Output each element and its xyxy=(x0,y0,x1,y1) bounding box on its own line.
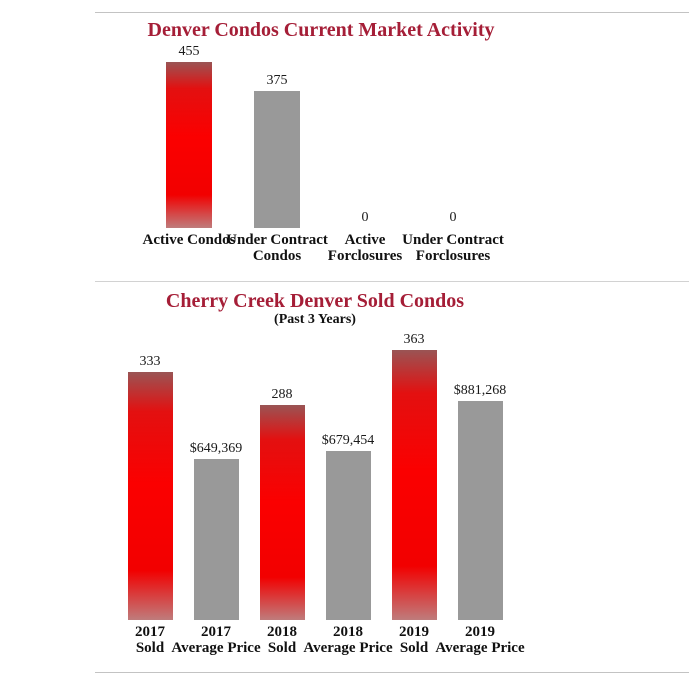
bar-category-label: Active Forclosures xyxy=(327,232,403,264)
bar-plot-area: 288 xyxy=(259,330,305,620)
bar-column: 0 Active Forclosures xyxy=(321,46,409,264)
top-divider xyxy=(95,12,689,13)
market-activity-chart: Denver Condos Current Market Activity 45… xyxy=(143,18,504,264)
bar-column: 0 Under Contract Forclosures xyxy=(402,46,504,264)
bar-column: 288 2018 Sold xyxy=(249,330,315,656)
gray-bar xyxy=(193,459,239,620)
bar-plot-area: 0 xyxy=(430,46,476,228)
bar-column: $679,454 2018 Average Price xyxy=(303,330,392,656)
market-activity-title: Denver Condos Current Market Activity xyxy=(147,19,495,41)
bar-plot-area: 0 xyxy=(342,46,388,228)
bar-category-label: 2019 Sold xyxy=(399,624,429,656)
bar-plot-area: $649,369 xyxy=(189,330,243,620)
bar-column: $881,268 2019 Average Price xyxy=(435,330,524,656)
bar-column: 333 2017 Sold xyxy=(117,330,183,656)
bar-column: $649,369 2017 Average Price xyxy=(171,330,260,656)
bar-value-label: 455 xyxy=(178,44,200,59)
bar-column: 455 Active Condos xyxy=(143,44,236,264)
section-divider xyxy=(95,281,689,282)
bar-column: 363 2019 Sold xyxy=(381,330,447,656)
red-bar xyxy=(127,372,173,620)
bar-value-label: 333 xyxy=(139,354,161,369)
bar-plot-area: $679,454 xyxy=(321,330,375,620)
bar-value-label: 0 xyxy=(361,210,369,225)
sold-condos-subtitle: (Past 3 Years) xyxy=(274,312,356,327)
bar-plot-area: 363 xyxy=(391,330,437,620)
bar-plot-area: 333 xyxy=(127,330,173,620)
bottom-divider xyxy=(95,672,689,673)
bar-plot-area: $881,268 xyxy=(453,330,507,620)
bar-category-label: 2018 Average Price xyxy=(303,624,393,656)
bar-plot-area: 375 xyxy=(254,46,300,228)
bar-value-label: $881,268 xyxy=(453,383,507,398)
market-activity-bars: 455 Active Condos 375 Under Contract Condos… xyxy=(143,44,504,264)
sold-condos-bars: 333 2017 Sold $649,369 2017 Average Price 28… xyxy=(117,330,525,656)
red-bar xyxy=(391,350,437,620)
bar-category-label: 2018 Sold xyxy=(267,624,297,656)
bar-value-label: $649,369 xyxy=(189,441,243,456)
red-bar xyxy=(166,62,212,228)
sold-condos-chart: Cherry Creek Denver Sold Condos (Past 3 … xyxy=(117,290,525,656)
bar-category-label: 2019 Average Price xyxy=(435,624,525,656)
bar-category-label: Active Condos xyxy=(142,232,236,248)
gray-bar xyxy=(254,91,300,228)
gray-bar xyxy=(325,451,371,620)
red-bar xyxy=(259,405,305,620)
bar-value-label: 375 xyxy=(266,73,288,88)
bar-column: 375 Under Contract Condos xyxy=(226,46,328,264)
bar-value-label: 363 xyxy=(403,332,425,347)
bar-value-label: $679,454 xyxy=(321,433,375,448)
bar-category-label: 2017 Sold xyxy=(135,624,165,656)
bar-category-label: 2017 Average Price xyxy=(171,624,261,656)
bar-value-label: 288 xyxy=(271,387,293,402)
gray-bar xyxy=(457,401,503,620)
bar-plot-area: 455 xyxy=(166,44,212,228)
bar-value-label: 0 xyxy=(449,210,457,225)
bar-category-label: Under Contract Condos xyxy=(226,232,328,264)
bar-category-label: Under Contract Forclosures xyxy=(402,232,504,264)
sold-condos-title: Cherry Creek Denver Sold Condos xyxy=(165,290,465,312)
